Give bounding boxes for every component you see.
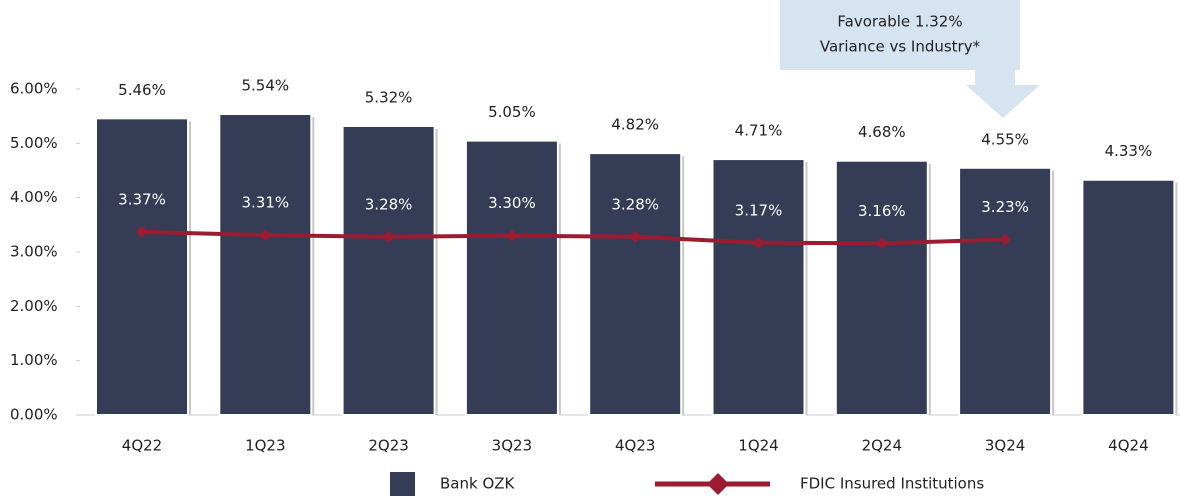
- bar-value-label: 5.46%: [118, 81, 166, 99]
- y-tick-label: 1.00%: [10, 351, 58, 369]
- y-tick-label: 6.00%: [10, 80, 58, 98]
- line-value-label: 3.17%: [735, 201, 783, 219]
- y-tick-label: 0.00%: [10, 406, 58, 424]
- x-tick-label: 4Q22: [122, 437, 162, 455]
- x-tick-label: 3Q24: [985, 437, 1025, 455]
- legend-swatch: [390, 472, 415, 496]
- annotation-box: [780, 0, 1020, 70]
- line-value-label: 3.37%: [118, 190, 166, 208]
- line-marker: [505, 229, 518, 242]
- bar-value-label: 4.68%: [858, 123, 906, 141]
- line-value-label: 3.30%: [488, 194, 536, 212]
- bar: [958, 166, 1053, 416]
- bar-value-label: 4.55%: [981, 130, 1029, 148]
- y-tick-label: 3.00%: [10, 243, 58, 261]
- line-marker: [999, 233, 1012, 246]
- bar-value-label: 5.54%: [241, 76, 289, 94]
- line-marker: [752, 236, 765, 249]
- line-marker: [259, 229, 272, 242]
- y-tick-label: 4.00%: [10, 188, 58, 206]
- line-value-label: 3.16%: [858, 202, 906, 220]
- bar: [1081, 178, 1176, 416]
- line-value-label: 3.23%: [981, 198, 1029, 216]
- legend-label: Bank OZK: [440, 475, 516, 493]
- annotation-arrow: [966, 70, 1040, 118]
- line-marker: [875, 237, 888, 250]
- annotation: Variance vs Industry*: [820, 38, 981, 56]
- x-tick-label: 4Q24: [1108, 437, 1148, 455]
- bar: [95, 117, 189, 416]
- y-tick-label: 2.00%: [10, 297, 58, 315]
- x-tick-label: 1Q23: [245, 437, 285, 455]
- y-tick-label: 5.00%: [10, 134, 58, 152]
- bar-value-label: 4.33%: [1105, 142, 1153, 160]
- bar-value-label: 5.05%: [488, 103, 536, 121]
- bar: [341, 124, 436, 417]
- bar: [464, 139, 559, 416]
- x-tick-label: 3Q23: [492, 437, 532, 455]
- bar: [218, 112, 313, 416]
- line-marker: [382, 230, 395, 243]
- bar-value-label: 4.71%: [735, 122, 783, 140]
- line-value-label: 3.28%: [611, 195, 659, 213]
- line-marker: [136, 225, 148, 238]
- line-marker: [629, 230, 642, 243]
- x-tick-label: 2Q24: [862, 437, 902, 455]
- bar: [588, 152, 683, 416]
- x-tick-label: 4Q23: [615, 437, 655, 455]
- bar: [834, 159, 929, 416]
- line-value-label: 3.28%: [365, 195, 413, 213]
- line-value-label: 3.31%: [241, 194, 289, 212]
- bar: [711, 158, 806, 416]
- line: [141, 229, 1006, 246]
- bar-value-label: 5.32%: [365, 88, 413, 106]
- x-tick-label: 1Q24: [738, 437, 778, 455]
- x-tick-label: 2Q23: [368, 437, 408, 455]
- bar-value-label: 4.82%: [611, 116, 659, 134]
- annotation: Favorable 1.32%: [837, 13, 962, 31]
- legend-swatch: [707, 473, 729, 495]
- legend-label: FDIC Insured Institutions: [800, 475, 984, 493]
